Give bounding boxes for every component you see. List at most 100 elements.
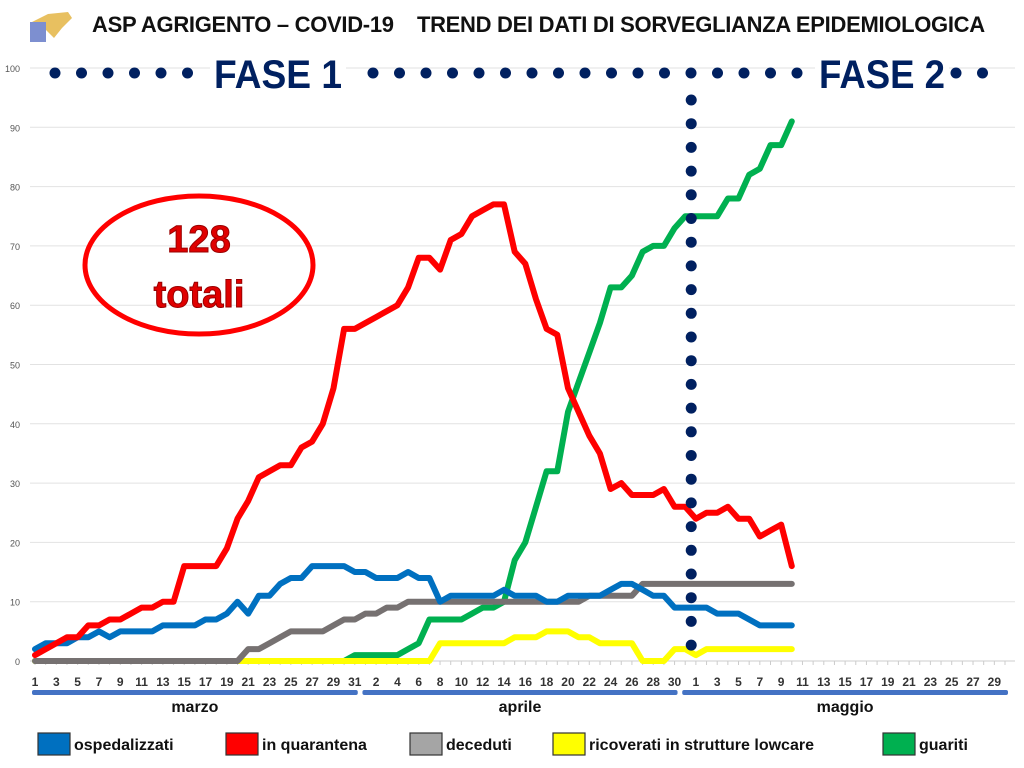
phase-dot [685, 355, 697, 367]
legend-swatch-deceduti [409, 732, 443, 756]
x-tick-label: 9 [778, 675, 785, 689]
series-lines [32, 118, 795, 664]
phase-dot [738, 67, 750, 79]
page-title: ASP AGRIGENTO – COVID-19 TREND DEI DATI … [92, 12, 985, 37]
phase-dot [606, 67, 617, 79]
phase-dot [685, 236, 697, 248]
month-label-marzo: marzo [171, 699, 218, 716]
y-tick-label: 10 [10, 598, 20, 608]
fase2-label: FASE 2 [819, 53, 945, 97]
month-bar [362, 690, 678, 695]
y-tick-label: 60 [10, 301, 20, 311]
phase-dot [685, 521, 697, 533]
legend-swatch-ospedalizzati [37, 732, 71, 756]
phase-dot [685, 94, 697, 106]
x-tick-label: 5 [74, 675, 81, 689]
y-tick-label: 90 [10, 123, 20, 133]
x-tick-label: 19 [220, 675, 234, 689]
y-tick-label: 20 [10, 538, 20, 548]
x-tick-label: 9 [117, 675, 124, 689]
legend-label: ricoverati in strutture lowcare [589, 737, 814, 754]
x-tick-label: 25 [284, 675, 298, 689]
phase-dot [685, 592, 697, 604]
phase-dot [182, 67, 193, 79]
x-tick-label: 11 [796, 675, 809, 689]
phase-dot [102, 67, 114, 79]
phase-dot [685, 307, 697, 319]
total-label: totali [154, 274, 245, 316]
phase-dot [791, 67, 803, 79]
y-tick-label: 100 [5, 64, 20, 74]
x-tick-label: 30 [668, 675, 682, 689]
phase-dot [367, 67, 379, 79]
x-tick-label: 7 [96, 675, 103, 689]
phase-dot [950, 67, 962, 79]
total-number: 128 [167, 219, 230, 261]
phase-dot [685, 189, 697, 201]
month-bar [32, 690, 358, 695]
x-tick-label: 14 [497, 675, 511, 689]
phase-dot [394, 67, 405, 79]
x-tick-label: 22 [583, 675, 597, 689]
x-tick-label: 11 [135, 675, 148, 689]
y-axis: 0 10 20 30 40 50 60 70 80 90 100 [5, 64, 20, 667]
x-tick-label: 24 [604, 675, 618, 689]
phase-dot [685, 450, 697, 461]
legend-swatch-in-quarantena [225, 732, 259, 756]
phase-dot [685, 544, 697, 556]
series-line-in-quarantena [32, 201, 795, 659]
phase-dot [685, 284, 697, 296]
x-tick-label: 21 [242, 675, 256, 689]
phase-dot [685, 568, 697, 580]
x-tick-label: 27 [305, 675, 319, 689]
legend-swatch-ricoverati-in-strutture-lowcare [552, 732, 586, 756]
phase-dot [553, 67, 564, 79]
grid [30, 67, 1015, 662]
total-ellipse [82, 193, 316, 337]
phase-dot [500, 67, 511, 79]
phase-dot [420, 67, 432, 79]
legend-label: ospedalizzati [74, 737, 174, 754]
x-tick-label: 7 [756, 675, 763, 689]
x-tick-label: 27 [966, 675, 980, 689]
x-tick-label: 15 [838, 675, 852, 689]
month-bar [682, 690, 1008, 695]
x-tick-label: 5 [735, 675, 742, 689]
phase-dot [685, 639, 697, 651]
phase-dot [685, 497, 697, 509]
phase-dot [632, 67, 644, 79]
phase-dot [977, 67, 988, 79]
phase-dot [685, 67, 697, 79]
x-tick-label: 25 [945, 675, 959, 689]
x-tick-label: 12 [476, 675, 490, 689]
x-axis: 1 3 5 7 9 11 13 15 17 19 21 23 25 27 29 31 2 4 6 8 10 12 14 16 1… [32, 661, 1006, 689]
phase-dot [685, 615, 697, 627]
x-tick-label: 23 [924, 675, 938, 689]
x-tick-label: 29 [988, 675, 1002, 689]
x-tick-label: 23 [263, 675, 277, 689]
y-tick-label: 0 [15, 657, 20, 667]
legend-label: guariti [919, 737, 968, 754]
phase-dot [473, 67, 485, 79]
phase-dot [129, 67, 140, 79]
phase-dot [685, 260, 697, 272]
x-tick-label: 1 [32, 675, 39, 689]
y-tick-label: 80 [10, 183, 20, 193]
x-tick-label: 3 [53, 675, 60, 689]
phase-dot [579, 67, 591, 79]
x-tick-label: 13 [156, 675, 170, 689]
x-tick-label: 18 [540, 675, 554, 689]
x-tick-label: 20 [561, 675, 575, 689]
x-tick-label: 26 [625, 675, 639, 689]
x-tick-label: 3 [714, 675, 721, 689]
y-tick-label: 40 [10, 420, 20, 430]
x-tick-label: 21 [902, 675, 916, 689]
phase-dot [685, 378, 697, 390]
month-axis: marzo aprile maggio [32, 690, 1008, 716]
x-tick-label: 28 [647, 675, 661, 689]
phase-dot [685, 473, 697, 485]
x-tick-label: 16 [519, 675, 533, 689]
phase-dot [685, 402, 697, 414]
phase-dot [447, 67, 458, 79]
